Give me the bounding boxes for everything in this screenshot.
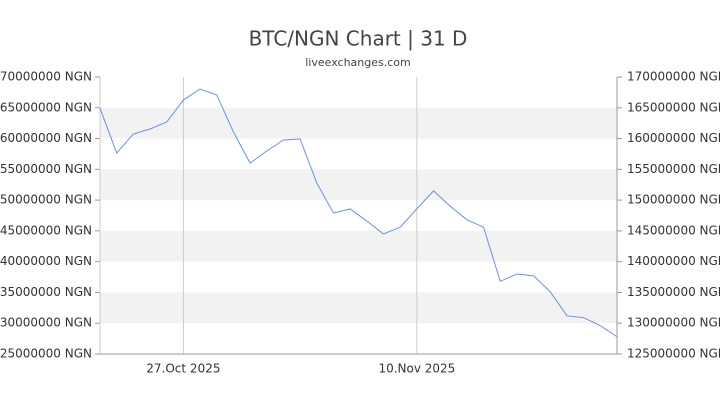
y-tick-label: 150000000 NGN <box>0 193 92 207</box>
y-tick-label: 135000000 NGN <box>0 285 92 299</box>
y2-tick-label: 130000000 NGN <box>627 316 720 330</box>
line <box>99 88 618 338</box>
chart-title: BTC/NGN Chart | 31 D <box>249 27 468 51</box>
y-tick-label: 130000000 NGN <box>0 316 92 330</box>
grid-band <box>100 230 617 262</box>
chart-subtitle: liveexchanges.com <box>305 56 410 69</box>
y2-tick-label: 140000000 NGN <box>627 254 720 268</box>
y2-tick-label: 170000000 NGN <box>627 70 720 84</box>
y2-tick-label: 155000000 NGN <box>627 162 720 176</box>
x-tick-label: 27.Oct 2025 <box>146 362 220 376</box>
y-tick-label: 140000000 NGN <box>0 254 92 268</box>
y2-tick-label: 125000000 NGN <box>627 347 720 361</box>
y-tick-label: 160000000 NGN <box>0 131 92 145</box>
y-tick-label: 155000000 NGN <box>0 162 92 176</box>
y2-tick-label: 135000000 NGN <box>627 285 720 299</box>
y-tick-label: 125000000 NGN <box>0 347 92 361</box>
y2-tick-label: 145000000 NGN <box>627 223 720 237</box>
y2-tick-label: 150000000 NGN <box>627 193 720 207</box>
x-tick-label: 10.Nov 2025 <box>378 362 455 376</box>
y2-tick-label: 165000000 NGN <box>627 100 720 114</box>
y2-tick-label: 160000000 NGN <box>627 131 720 145</box>
grid-band <box>100 292 617 324</box>
y-tick-label: 170000000 NGN <box>0 70 92 84</box>
grid-band <box>100 107 617 139</box>
grid-band <box>100 169 617 201</box>
y-tick-label: 145000000 NGN <box>0 223 92 237</box>
y-tick-label: 165000000 NGN <box>0 100 92 114</box>
